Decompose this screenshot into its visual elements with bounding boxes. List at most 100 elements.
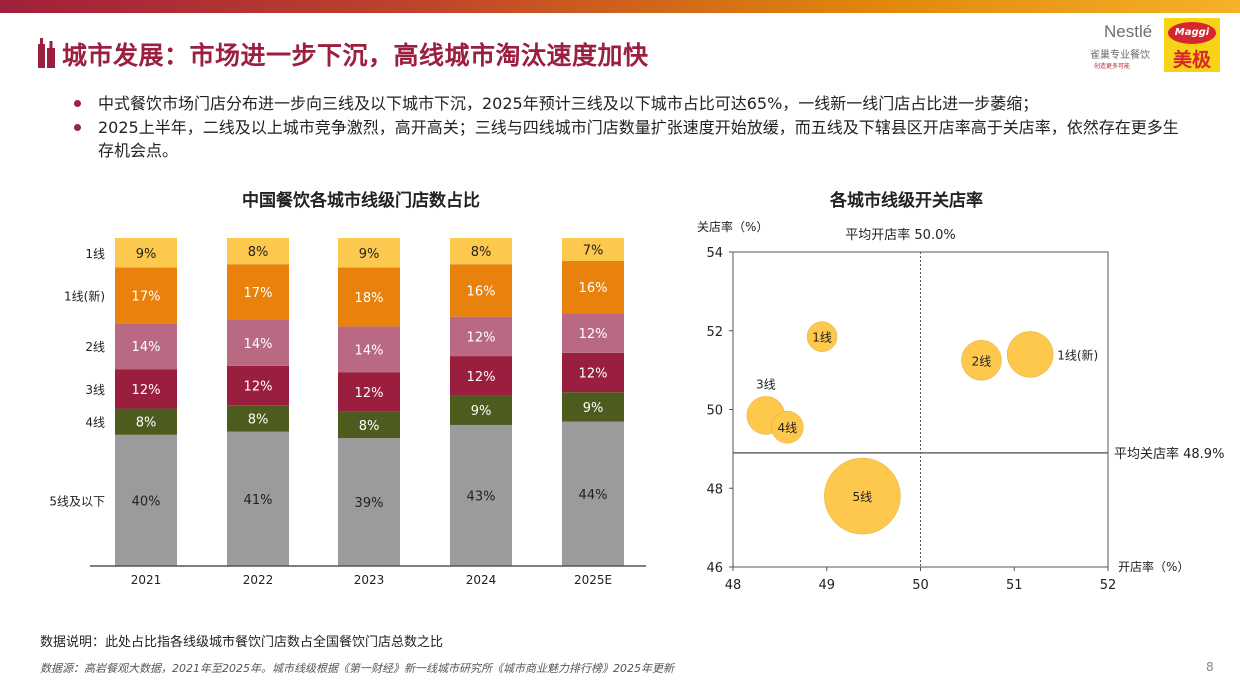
bullet-dot-icon	[74, 100, 81, 107]
bar-segment	[338, 372, 400, 412]
page-number: 8	[1206, 660, 1214, 674]
bubble-label: 1线(新)	[1057, 347, 1098, 362]
bullet-list: 中式餐饮市场门店分布进一步向三线及以下城市下沉，2025年预计三线及以下城市占比…	[74, 92, 1184, 163]
bubble	[961, 340, 1002, 381]
page-title: 城市发展：市场进一步下沉，高线城市淘汰速度加快	[62, 41, 649, 70]
bar-segment	[338, 326, 400, 373]
x-tick-label: 52	[1100, 578, 1117, 593]
bubble-label: 4线	[778, 421, 798, 435]
bar-segment	[115, 323, 177, 370]
data-label: 8%	[248, 245, 269, 260]
series-label: 2线	[85, 340, 105, 354]
data-label: 12%	[467, 370, 496, 385]
x-tick-label: 49	[818, 578, 835, 593]
data-label: 17%	[244, 286, 273, 301]
bar-segment	[338, 267, 400, 327]
data-label: 8%	[136, 416, 157, 431]
bar-segment	[227, 320, 289, 366]
bullet-item: 2025上半年，二线及以上城市竞争激烈，高开高关；三线与四线城市门店数量扩张速度…	[74, 116, 1184, 162]
data-label: 12%	[579, 327, 608, 342]
series-label: 4线	[85, 416, 105, 430]
bar-segment	[338, 411, 400, 439]
data-label: 18%	[355, 291, 384, 306]
x-axis-label: 开店率（%）	[1118, 559, 1189, 574]
y-axis-label: 关店率（%）	[697, 219, 768, 234]
data-label: 41%	[244, 493, 273, 508]
data-label: 12%	[467, 330, 496, 345]
bar-segment	[562, 352, 624, 393]
data-label: 12%	[579, 366, 608, 381]
bar-segment	[562, 238, 624, 261]
bar-segment	[562, 260, 624, 314]
y-tick-label: 52	[706, 325, 723, 340]
avg-close-rate-label: 平均关店率 48.9%	[1114, 446, 1224, 462]
bar-segment	[450, 395, 512, 425]
y-tick-label: 50	[706, 404, 723, 419]
y-tick-label: 54	[706, 246, 723, 261]
bubble	[771, 410, 804, 444]
x-tick-label: 48	[725, 578, 742, 593]
bar-segment	[562, 421, 624, 566]
bar-segment	[227, 405, 289, 432]
data-label: 39%	[355, 496, 384, 511]
data-label: 8%	[359, 419, 380, 434]
x-tick-label: 50	[912, 578, 929, 593]
bar-segment	[338, 238, 400, 268]
bottle-icon	[38, 38, 55, 68]
bar-segment	[227, 238, 289, 265]
y-tick-label: 46	[706, 561, 723, 576]
bar-segment	[115, 238, 177, 268]
series-label: 1线	[85, 247, 105, 261]
data-note: 数据说明：此处占比指各线级城市餐饮门店数占全国餐饮门店总数之比	[40, 635, 444, 650]
avg-open-rate-label: 平均开店率 50.0%	[845, 227, 955, 243]
bar-chart-title: 中国餐饮各城市线级门店数占比	[242, 191, 480, 211]
bubble-label: 5线	[853, 490, 873, 504]
bubble-chart-title: 各城市线级开关店率	[830, 191, 983, 211]
x-tick-label: 2022	[243, 573, 274, 587]
bar-segment	[115, 434, 177, 566]
bar-segment	[562, 392, 624, 422]
stacked-bar-chart: 40% 5线及以下 8% 4线 12% 3线 14% 2线 17% 1线(新) 9% 1线 2021 41…	[49, 238, 646, 587]
series-label: 5线及以下	[49, 494, 105, 508]
bar-segment	[562, 313, 624, 353]
bar-segment	[115, 369, 177, 409]
bar-segment	[450, 316, 512, 357]
bullet-dot-icon	[74, 124, 81, 131]
bar-segment	[227, 365, 289, 406]
bar-segment	[338, 438, 400, 566]
data-label: 16%	[579, 281, 608, 296]
data-label: 44%	[579, 488, 608, 503]
data-label: 14%	[244, 337, 273, 352]
bar-segment	[450, 424, 512, 566]
bubble-label: 1线	[812, 331, 832, 345]
x-tick-label: 51	[1006, 578, 1023, 593]
bubble-label: 2线	[972, 354, 992, 368]
bar-segment	[227, 431, 289, 566]
data-label: 12%	[244, 380, 273, 395]
bar-segment	[450, 356, 512, 396]
x-tick-label: 2024	[466, 573, 497, 587]
data-label: 7%	[583, 243, 604, 258]
nestle-logo: Nestlé 雀巢专业餐饮 创造更多可能	[1090, 22, 1153, 70]
data-source: 数据源：高岩餐观大数据，2021年至2025年。城市线级根据《第一财经》新一线城…	[40, 662, 674, 675]
bubble-label: 3线	[756, 377, 776, 391]
data-label: 9%	[583, 401, 604, 416]
y-tick-label: 48	[706, 482, 723, 497]
data-label: 9%	[471, 404, 492, 419]
data-label: 43%	[467, 489, 496, 504]
bar-segment	[450, 238, 512, 265]
maggi-logo: Maggi 美极	[1164, 18, 1220, 72]
data-label: 8%	[248, 412, 269, 427]
data-label: 14%	[355, 344, 384, 359]
bar-segment	[227, 264, 289, 320]
top-gradient-bar	[0, 0, 1240, 13]
bar-segment	[115, 267, 177, 324]
bar-segment	[115, 408, 177, 435]
series-label: 3线	[85, 383, 105, 397]
data-label: 12%	[355, 386, 384, 401]
data-label: 9%	[359, 247, 380, 262]
x-tick-label: 2023	[354, 573, 385, 587]
data-label: 8%	[471, 245, 492, 260]
bullet-item: 中式餐饮市场门店分布进一步向三线及以下城市下沉，2025年预计三线及以下城市占比…	[74, 92, 1184, 115]
bar-segment	[450, 264, 512, 317]
